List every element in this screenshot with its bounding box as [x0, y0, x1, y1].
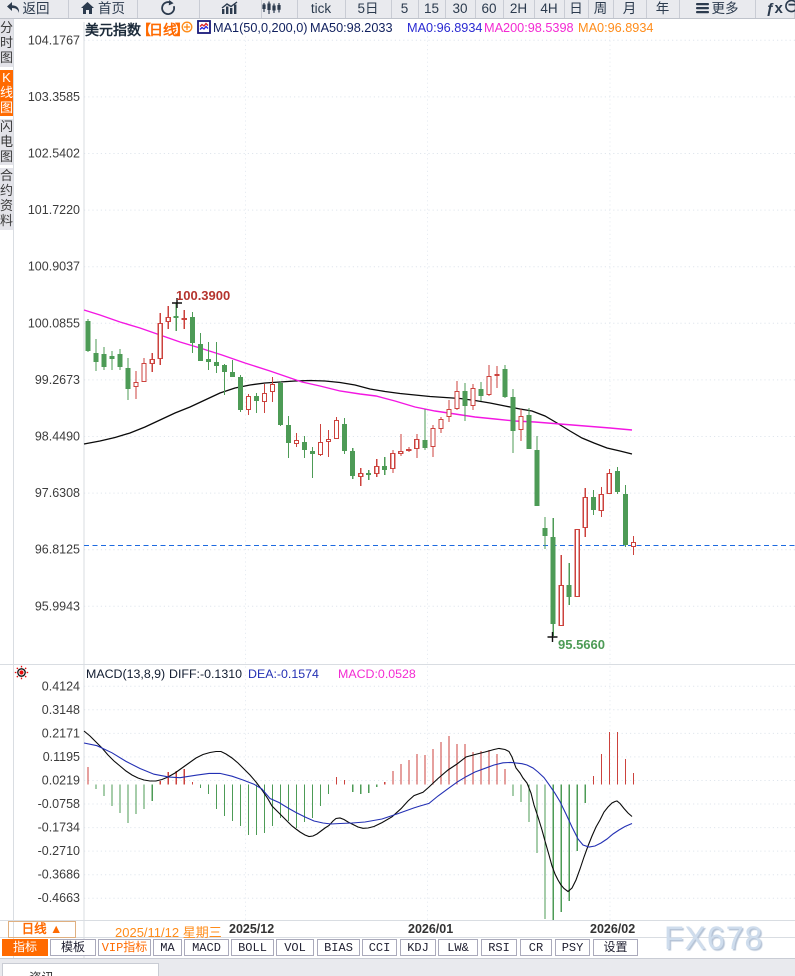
svg-text:-0.2710: -0.2710	[38, 844, 80, 858]
svg-text:-0.3686: -0.3686	[38, 868, 80, 882]
svg-text:95.9943: 95.9943	[35, 599, 80, 613]
svg-text:100.9037: 100.9037	[28, 260, 80, 274]
svg-text:100.3900: 100.3900	[176, 288, 230, 303]
svg-text:95.5660: 95.5660	[558, 637, 605, 652]
svg-text:-0.0758: -0.0758	[38, 797, 80, 811]
svg-text:98.4490: 98.4490	[35, 430, 80, 444]
svg-text:102.5402: 102.5402	[28, 147, 80, 161]
svg-text:0.2171: 0.2171	[42, 726, 80, 740]
svg-text:-0.4663: -0.4663	[38, 891, 80, 905]
svg-text:103.3585: 103.3585	[28, 90, 80, 104]
svg-text:96.8125: 96.8125	[35, 543, 80, 557]
svg-text:104.1767: 104.1767	[28, 33, 80, 47]
svg-text:100.0855: 100.0855	[28, 316, 80, 330]
svg-text:101.7220: 101.7220	[28, 203, 80, 217]
svg-text:0.1195: 0.1195	[43, 750, 80, 764]
svg-text:0.0219: 0.0219	[42, 774, 80, 788]
svg-text:0.4124: 0.4124	[42, 679, 80, 693]
svg-text:0.3148: 0.3148	[42, 703, 80, 717]
svg-text:99.2673: 99.2673	[35, 373, 80, 387]
svg-text:-0.1734: -0.1734	[38, 821, 80, 835]
svg-text:97.6308: 97.6308	[35, 486, 80, 500]
